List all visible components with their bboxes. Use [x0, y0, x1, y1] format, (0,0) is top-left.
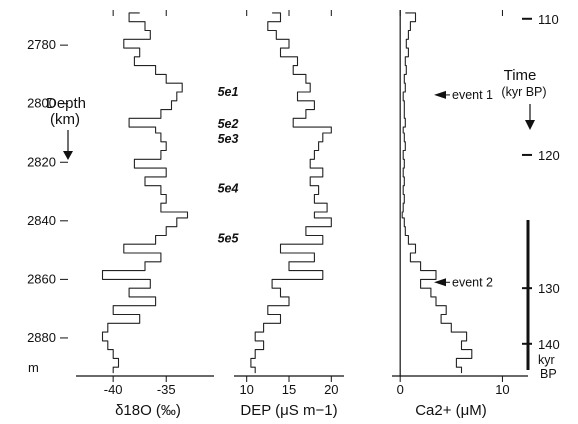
event-arrowhead: [434, 90, 446, 99]
series-line-d18O: [101, 12, 189, 374]
time-label: Time: [504, 67, 537, 84]
x-tick-label: 15: [282, 382, 296, 397]
phase-label: 5e1: [218, 85, 239, 99]
phase-label: 5e2: [218, 117, 239, 131]
event-label: event 1: [452, 88, 493, 102]
time-arrow-head: [525, 120, 535, 130]
x-axis-label-d18o: δ18O (‰): [115, 402, 181, 419]
x-axis-label-dep: DEP (μS m−1): [240, 402, 337, 419]
x-tick-label: -40: [104, 382, 123, 397]
x-tick-label: 10: [495, 382, 509, 397]
x-tick-label: 0: [397, 382, 404, 397]
time-label-unit: (kyr BP): [501, 85, 546, 99]
x-axis-label-ca: Ca2+ (μM): [415, 402, 487, 419]
event-arrowhead: [434, 278, 446, 287]
depth-tick-label: 2860: [27, 271, 56, 286]
phase-label: 5e5: [218, 231, 240, 245]
phase-label: 5e4: [218, 182, 239, 196]
time-tick-label: 110: [538, 12, 559, 27]
depth-tick-label: 2840: [27, 213, 56, 228]
depth-unit-label: m: [28, 360, 39, 375]
time-tick-label: 120: [538, 148, 560, 163]
depth-arrow-head: [63, 151, 73, 160]
time-unit-kyr: kyr: [538, 353, 555, 367]
depth-label: Depth: [46, 95, 86, 112]
x-tick-label: -35: [157, 382, 176, 397]
depth-tick-label: 2800: [27, 96, 56, 111]
x-tick-label: 20: [324, 382, 338, 397]
depth-tick-label: 2820: [27, 154, 56, 169]
time-tick-label: 130: [538, 281, 560, 296]
series-line-DEP: [250, 12, 332, 374]
time-tick-label: 140: [538, 337, 560, 352]
event-label: event 2: [452, 275, 493, 289]
depth-label-unit: (km): [50, 111, 80, 128]
x-tick-label: 10: [239, 382, 253, 397]
depth-tick-label: 2880: [27, 330, 56, 345]
time-unit-bp: BP: [540, 367, 557, 381]
phase-label: 5e3: [218, 132, 239, 146]
depth-tick-label: 2780: [27, 37, 56, 52]
series-line-Ca: [401, 12, 473, 374]
